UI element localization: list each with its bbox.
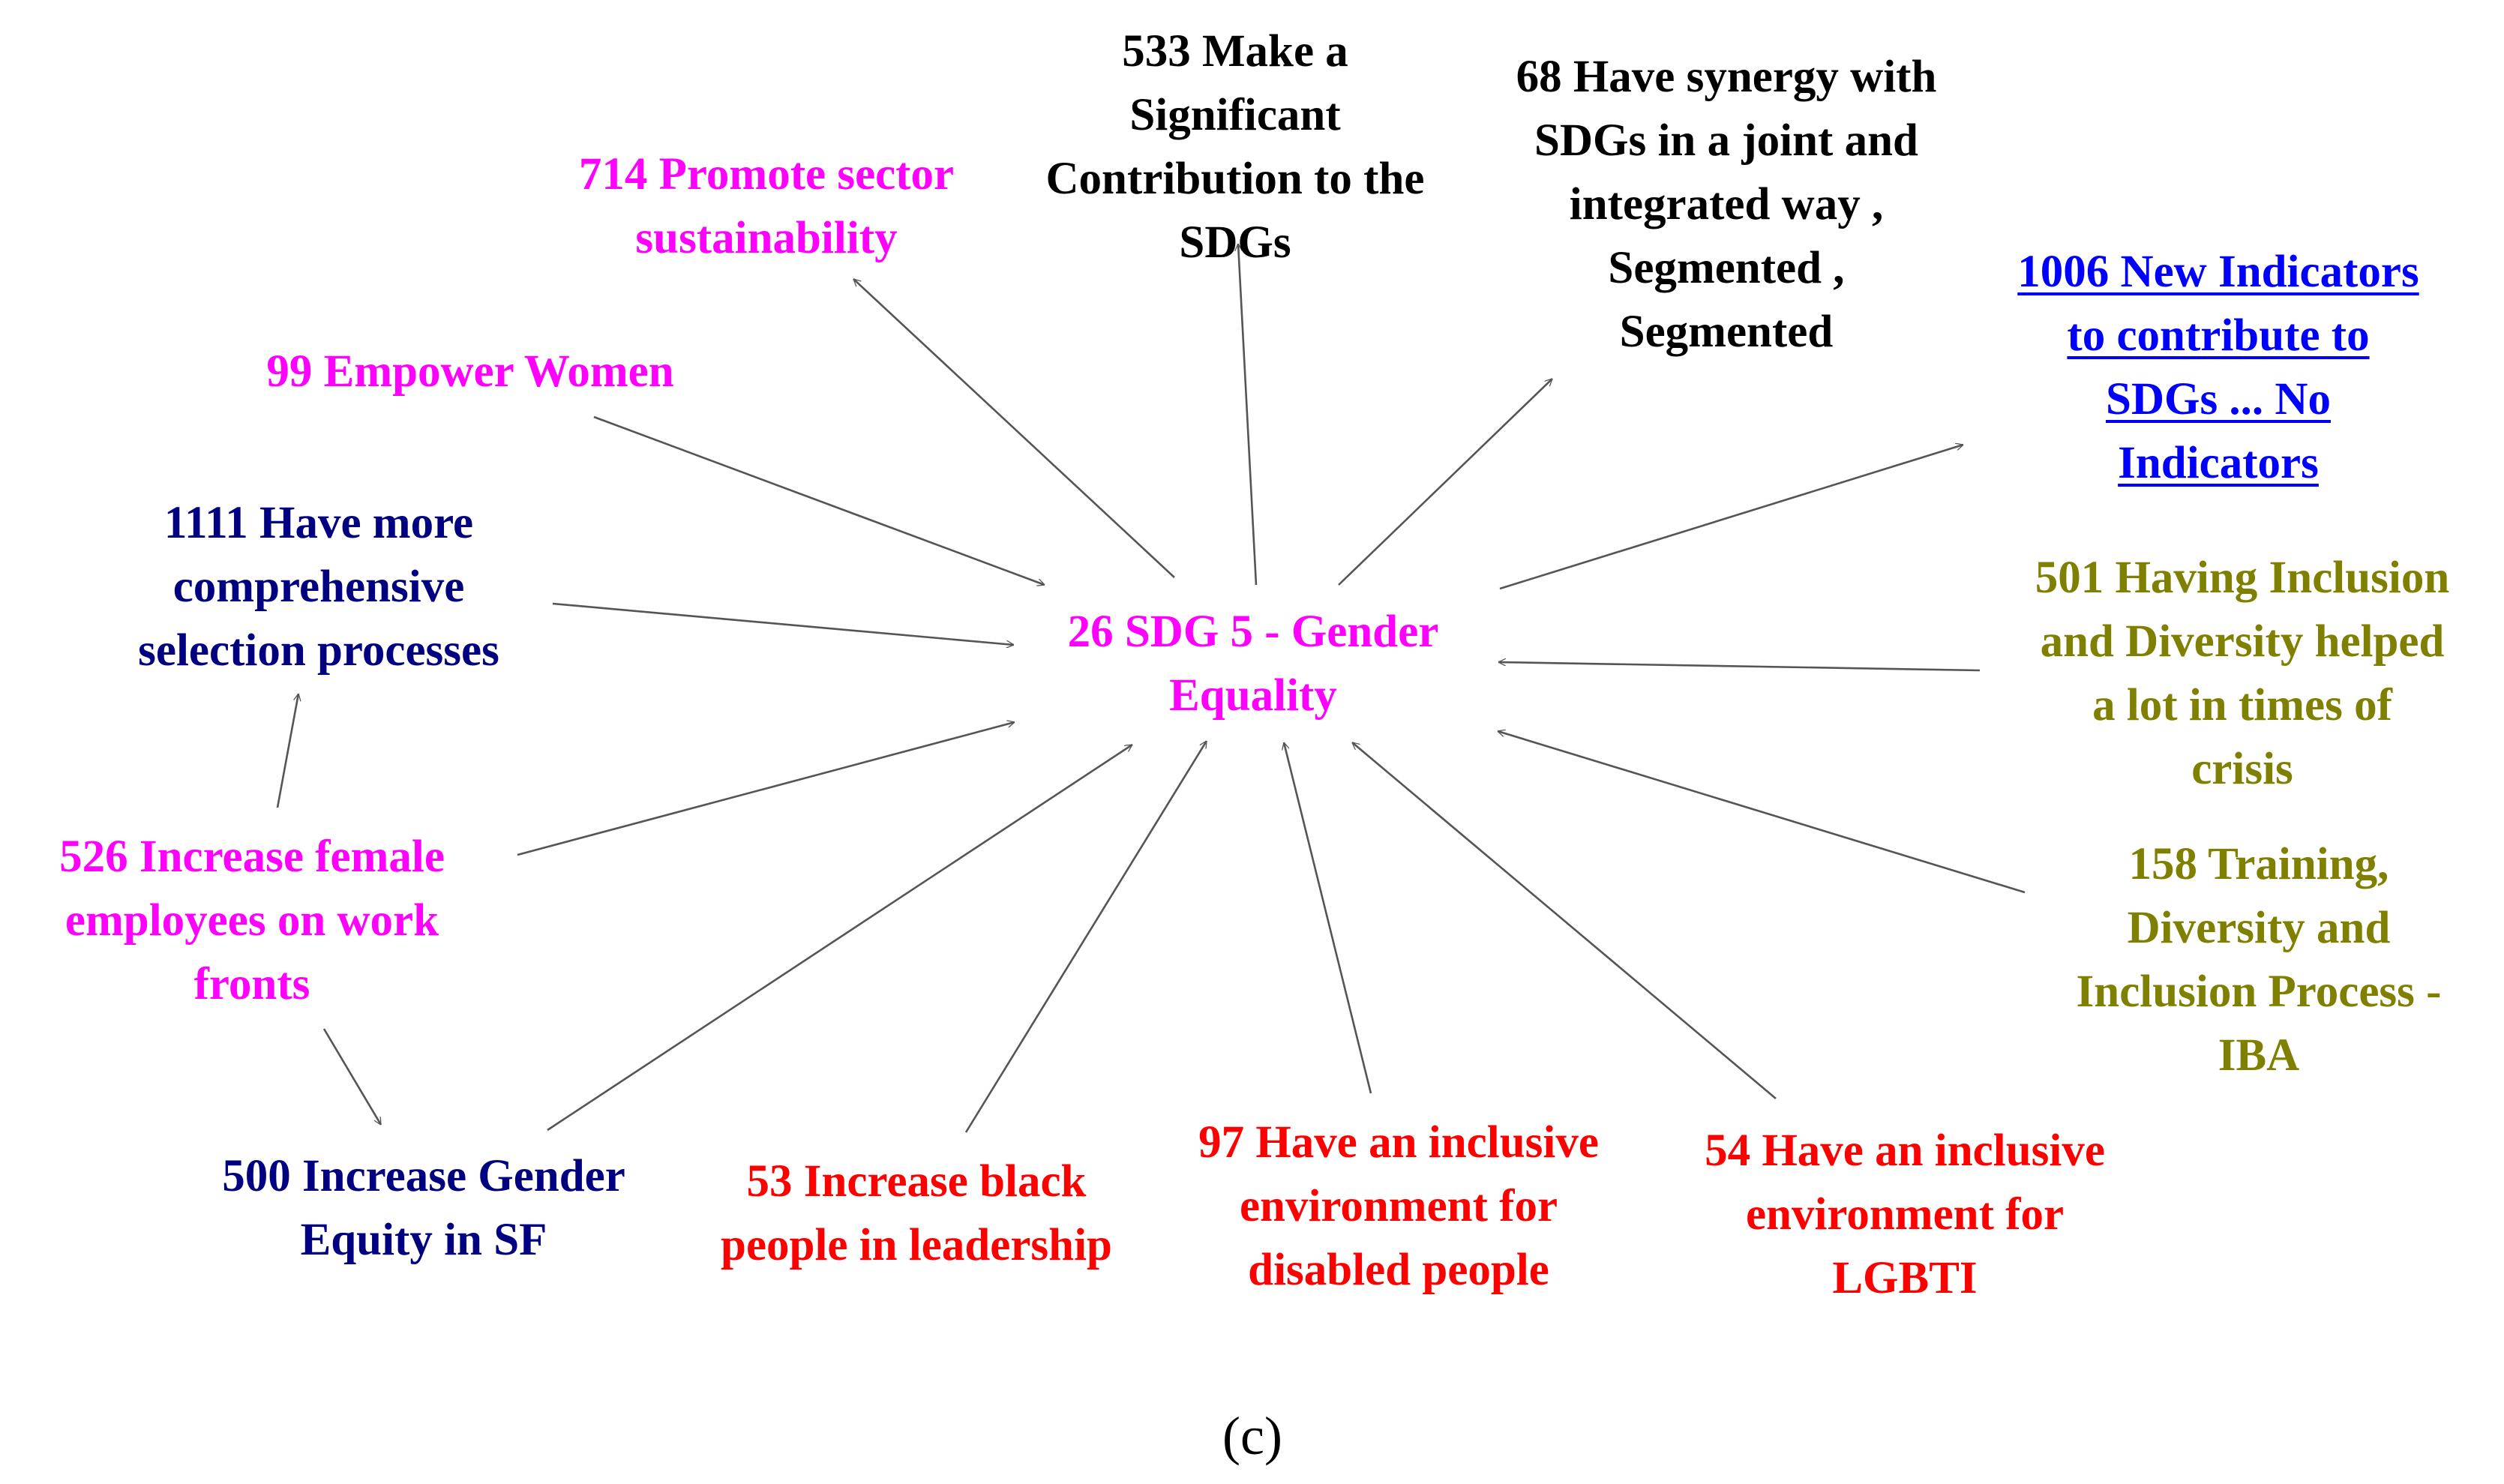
arrow-53-to-26	[964, 741, 1208, 1133]
node-line: 501 Having Inclusion	[2035, 553, 2450, 603]
node-line: 714 Promote sector	[578, 149, 955, 199]
node-line: Contribution to the	[1045, 154, 1425, 204]
node-1111: 1111 Have more comprehensive selection pro…	[0, 491, 731, 682]
node-line: Indicators	[2118, 438, 2319, 488]
node-line: 53 Increase black	[746, 1156, 1087, 1207]
node-line: SDGs in a joint and	[1534, 115, 1918, 166]
node-line: 26 SDG 5 - Gender	[1067, 607, 1439, 657]
node-68: 68 Have synergy with SDGs in a joint and i…	[1314, 45, 2139, 364]
node-line: 158 Training,	[2128, 839, 2389, 889]
arrow-26-to-714	[853, 279, 1175, 578]
node-line: people in leadership	[721, 1220, 1112, 1270]
node-line: disabled people	[1248, 1245, 1549, 1295]
arrow-97-to-26	[1284, 742, 1372, 1094]
node-714: 714 Promote sector sustainability	[354, 142, 1179, 270]
node-line: 526 Increase female	[59, 832, 445, 882]
node-line: crisis	[2191, 744, 2293, 794]
node-line: Segmented ,	[1608, 243, 1845, 293]
node-line: sustainability	[635, 213, 898, 263]
arrow-99-to-26	[593, 415, 1045, 585]
node-line: Equity in SF	[300, 1215, 547, 1265]
node-line: IBA	[2218, 1030, 2300, 1081]
node-line: selection processes	[138, 625, 499, 676]
node-line: 99 Empower Women	[266, 346, 674, 397]
arrow-526-to-26	[517, 722, 1015, 856]
node-line: 533 Make a	[1122, 26, 1348, 76]
arrow-54-to-26	[1352, 742, 1777, 1099]
node-99: 99 Empower Women	[58, 340, 883, 403]
arrow-26-to-1006	[1499, 445, 1963, 590]
arrow-1111-to-26	[552, 602, 1014, 645]
node-line: 68 Have synergy with	[1516, 52, 1937, 102]
node-500: 500 Increase Gender Equity in SF	[11, 1144, 836, 1272]
node-158: 158 Training, Diversity and Inclusion Proc…	[1846, 832, 2504, 1087]
node-526: 526 Increase female employees on work fron…	[0, 825, 664, 1016]
arrow-500-to-26	[547, 743, 1132, 1132]
node-line: integrated way ,	[1569, 179, 1884, 229]
arrow-501-to-26	[1498, 662, 1981, 672]
node-line: 1111 Have more	[163, 498, 474, 548]
node-line: fronts	[193, 959, 310, 1009]
node-54: 54 Have an inclusive environment for LGBTI	[1492, 1119, 2317, 1310]
node-533: 533 Make a Significant Contribution to the…	[823, 19, 1648, 274]
node-line: Diversity and	[2127, 903, 2391, 953]
node-53: 53 Increase black people in leadership	[504, 1150, 1329, 1277]
node-line: Inclusion Process -	[2076, 967, 2442, 1017]
node-line: Equality	[1169, 670, 1337, 721]
node-line: Segmented	[1619, 307, 1834, 357]
node-97: 97 Have an inclusive environment for disab…	[986, 1111, 1811, 1302]
node-line: 500 Increase Gender	[222, 1151, 625, 1201]
arrow-526-to-500	[322, 1028, 382, 1125]
arrow-526-to-1111	[276, 694, 298, 808]
node-line: 97 Have an inclusive	[1198, 1117, 1599, 1168]
node-line: SDGs ... No	[2106, 374, 2331, 424]
arrow-26-to-533	[1238, 244, 1258, 586]
node-center-26: 26 SDG 5 - Gender Equality	[841, 600, 1666, 727]
node-line: a lot in times of	[2092, 680, 2392, 730]
figure-caption: (c)	[1222, 1406, 1282, 1466]
arrow-158-to-26	[1498, 731, 2026, 894]
node-line: 54 Have an inclusive	[1705, 1126, 2105, 1176]
node-line: SDGs	[1179, 217, 1291, 268]
node-line: LGBTI	[1832, 1253, 1978, 1303]
node-line: and Diversity helped	[2040, 616, 2445, 667]
node-line: employees on work	[64, 895, 439, 946]
node-line: Significant	[1129, 90, 1341, 140]
node-501: 501 Having Inclusion and Diversity helped…	[1830, 546, 2504, 801]
node-line: environment for	[1239, 1181, 1558, 1231]
arrow-26-to-68	[1338, 379, 1552, 586]
node-line: to contribute to	[2067, 310, 2370, 361]
node-line: comprehensive	[172, 562, 465, 612]
node-1006[interactable]: 1006 New Indicators to contribute to SDGs …	[1806, 240, 2504, 495]
node-line: environment for	[1745, 1189, 2065, 1240]
node-line: 1006 New Indicators	[2017, 247, 2419, 297]
